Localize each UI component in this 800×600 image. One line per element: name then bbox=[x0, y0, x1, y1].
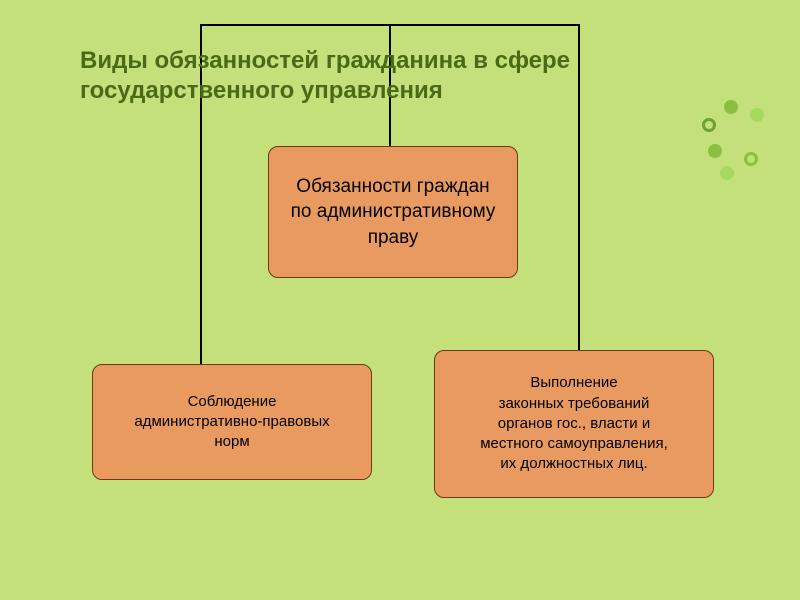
page-title: Виды обязанностей гражданина в сфере гос… bbox=[80, 46, 660, 106]
decor-dot-icon bbox=[750, 108, 764, 122]
box-left-label: Соблюдениеадминистративно-правовыхнорм bbox=[134, 392, 329, 453]
decor-dot-icon bbox=[720, 166, 734, 180]
box-right-label: Выполнениезаконных требованийорганов гос… bbox=[480, 373, 668, 474]
slide-canvas: Виды обязанностей гражданина в сфере гос… bbox=[0, 0, 800, 600]
decor-dots bbox=[688, 100, 778, 190]
decor-dot-icon bbox=[708, 144, 722, 158]
box-left-compliance: Соблюдениеадминистративно-правовыхнорм bbox=[92, 364, 372, 480]
box-right-requirements: Выполнениезаконных требованийорганов гос… bbox=[434, 350, 714, 498]
box-top-duties: Обязанности гражданпо административному … bbox=[268, 146, 518, 278]
decor-dot-icon bbox=[724, 100, 738, 114]
decor-dot-icon bbox=[736, 130, 750, 144]
box-top-label: Обязанности гражданпо административному … bbox=[283, 174, 503, 251]
decor-dot-icon bbox=[744, 152, 758, 166]
decor-dot-icon bbox=[702, 118, 716, 132]
